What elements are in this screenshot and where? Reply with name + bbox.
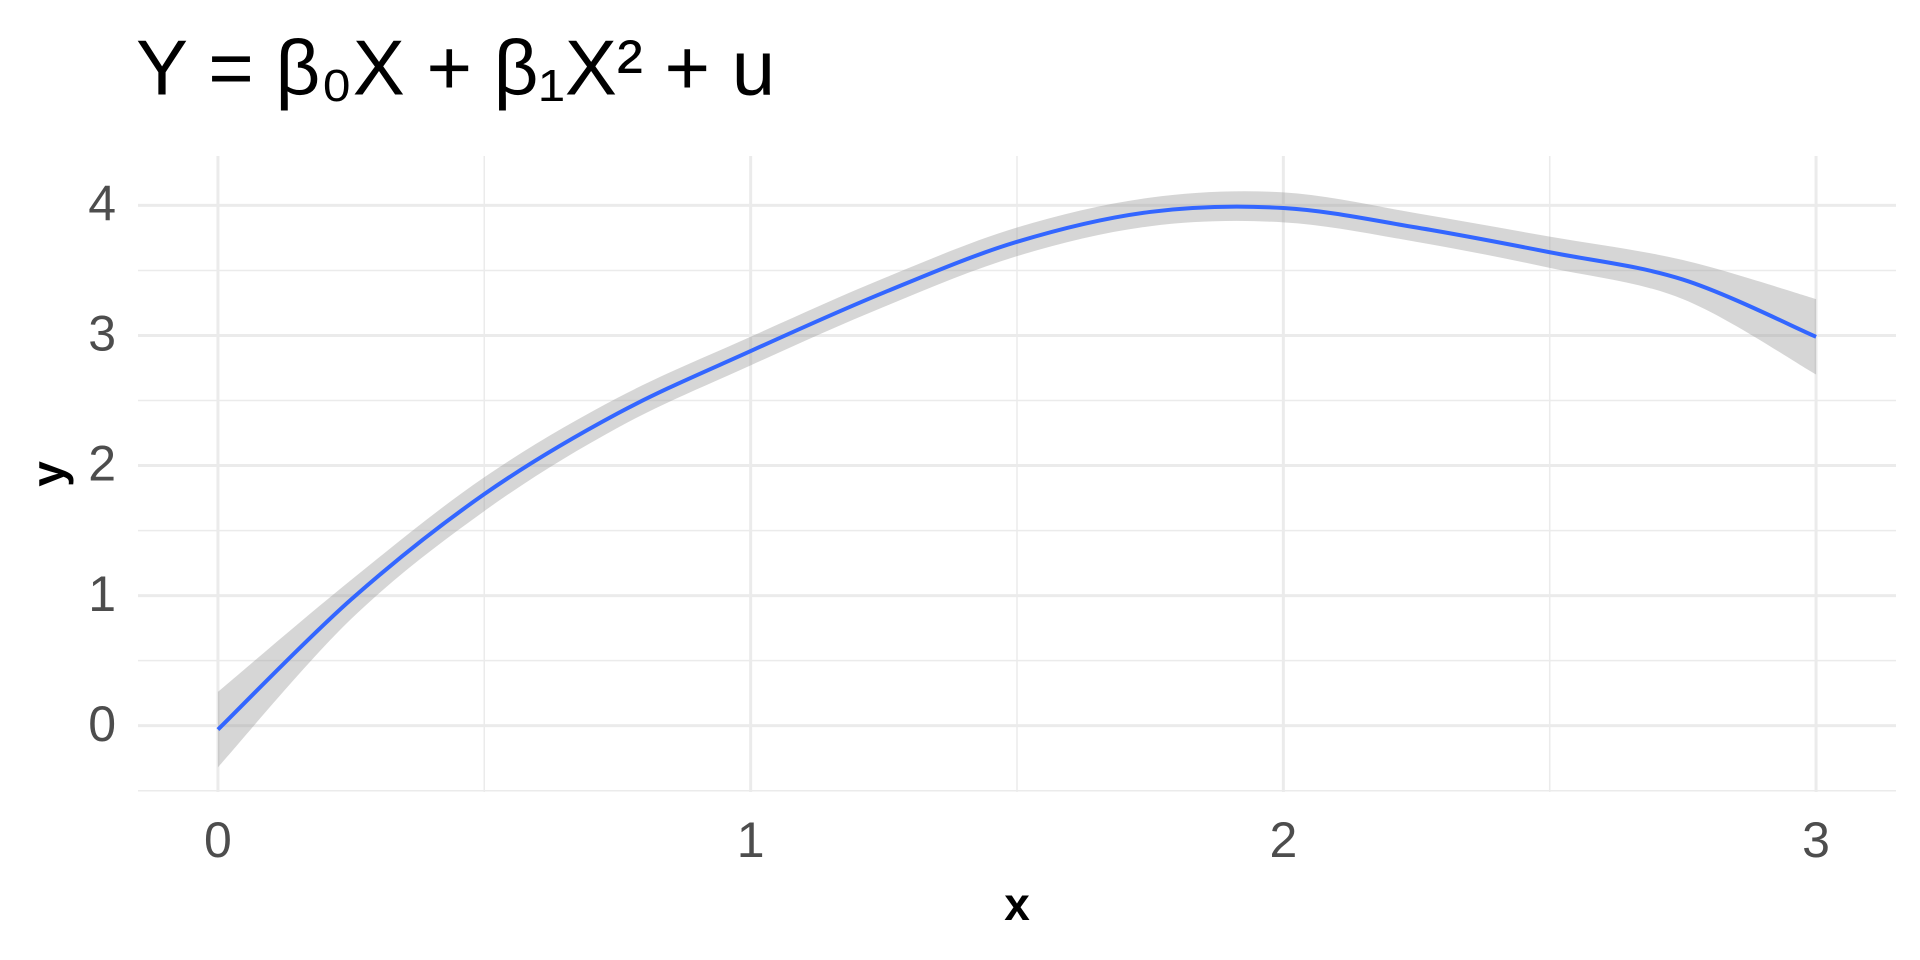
y-axis-title: y xyxy=(22,461,74,487)
x-axis-title: x xyxy=(1004,878,1030,930)
y-tick-label: 4 xyxy=(88,176,116,232)
line xyxy=(216,204,1817,732)
y-tick-label: 0 xyxy=(88,696,116,752)
x-tick-label: 3 xyxy=(1802,812,1830,868)
y-tick-label: 3 xyxy=(88,306,116,362)
chart-title: Y = β₀X + β₁X² + u xyxy=(136,24,775,112)
x-tick-label: 1 xyxy=(737,812,765,868)
y-tick-label: 2 xyxy=(88,436,116,492)
x-tick-label: 2 xyxy=(1269,812,1297,868)
x-tick-label: 0 xyxy=(204,812,232,868)
y-tick-label: 1 xyxy=(88,566,116,622)
